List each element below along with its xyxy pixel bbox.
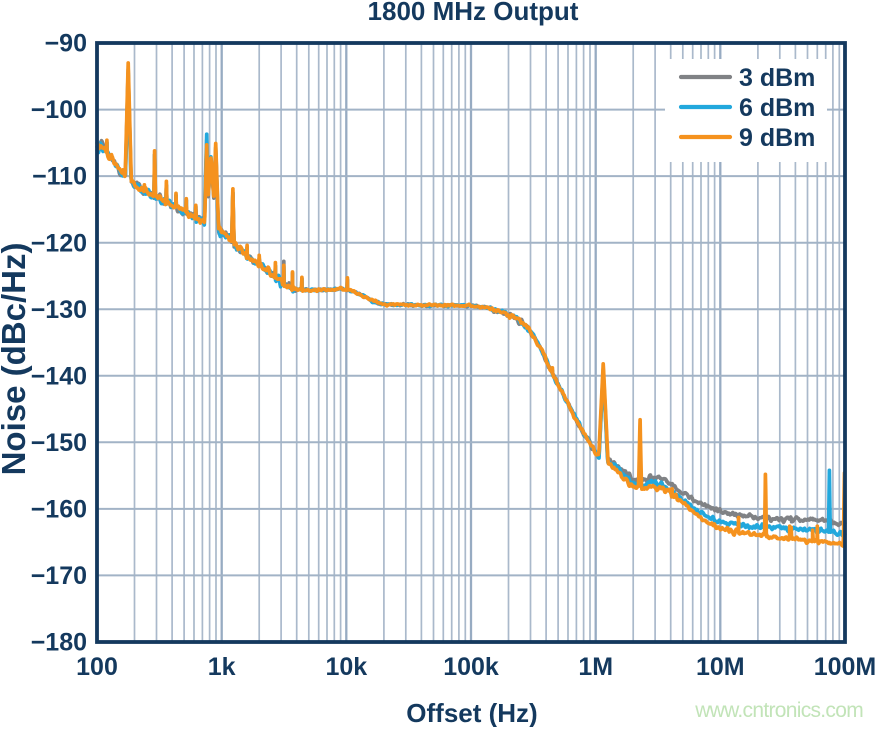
svg-text:−150: −150 [31, 429, 87, 457]
svg-text:−160: −160 [31, 496, 87, 524]
svg-text:−120: −120 [31, 229, 87, 257]
svg-text:Noise (dBc/Hz): Noise (dBc/Hz) [0, 243, 32, 476]
svg-text:100k: 100k [443, 653, 499, 681]
svg-text:6 dBm: 6 dBm [739, 94, 815, 122]
svg-text:−180: −180 [31, 629, 87, 657]
svg-text:−170: −170 [31, 562, 87, 590]
svg-text:Offset (Hz): Offset (Hz) [406, 698, 537, 727]
svg-text:www.cntronics.com: www.cntronics.com [694, 699, 863, 722]
svg-text:10M: 10M [696, 653, 745, 681]
svg-text:1k: 1k [208, 653, 236, 681]
svg-text:100: 100 [76, 653, 118, 681]
svg-text:−140: −140 [31, 362, 87, 390]
svg-text:−130: −130 [31, 296, 87, 324]
svg-text:−100: −100 [31, 96, 87, 124]
svg-text:100M: 100M [814, 653, 877, 681]
svg-text:1800 MHz Output: 1800 MHz Output [368, 0, 579, 26]
svg-text:−110: −110 [32, 163, 87, 191]
svg-text:1M: 1M [578, 653, 613, 681]
svg-text:10k: 10k [325, 653, 367, 681]
svg-text:9 dBm: 9 dBm [739, 124, 815, 152]
svg-text:3 dBm: 3 dBm [739, 64, 815, 92]
svg-text:−90: −90 [45, 30, 87, 58]
